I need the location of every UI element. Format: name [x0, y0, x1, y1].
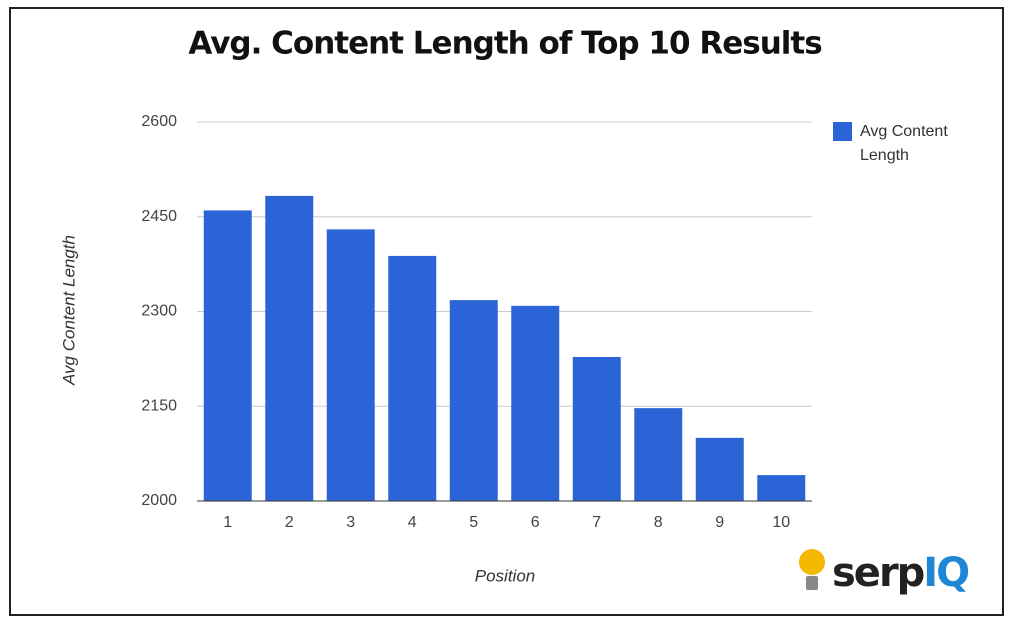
logo: serpIQ — [799, 549, 970, 596]
x-tick-label: 3 — [346, 514, 355, 531]
frame — [9, 7, 1004, 616]
x-tick-label: 4 — [408, 514, 417, 531]
brand-text: serpIQ — [832, 550, 968, 596]
bar — [449, 300, 498, 501]
x-tick-label: 1 — [223, 514, 232, 531]
x-tick-label: 7 — [592, 514, 601, 531]
bar — [757, 475, 806, 501]
x-tick-label: 8 — [654, 514, 663, 531]
x-tick-label: 2 — [285, 514, 294, 531]
bar — [203, 210, 252, 501]
y-axis-title: Avg Content Length — [59, 235, 78, 386]
bar — [388, 255, 437, 501]
legend-swatch — [833, 122, 852, 141]
bulb-base — [806, 576, 818, 590]
bar — [511, 305, 560, 501]
x-axis-title: Position — [475, 566, 535, 585]
x-tick-label: 10 — [772, 514, 790, 531]
brand-part: IQ — [923, 550, 968, 596]
y-tick-label: 2450 — [141, 208, 177, 225]
brand-part: serp — [832, 550, 924, 596]
bar — [634, 408, 683, 501]
x-tick-label: 9 — [715, 514, 724, 531]
bulb — [799, 549, 825, 575]
bar — [695, 437, 744, 501]
chart-title: Avg. Content Length of Top 10 Results — [188, 26, 821, 62]
bar — [326, 229, 375, 501]
y-tick-label: 2150 — [141, 397, 177, 414]
y-tick-label: 2000 — [141, 492, 177, 509]
y-tick-label: 2600 — [141, 113, 177, 130]
x-tick-label: 5 — [469, 514, 478, 531]
legend-label: Avg Content Length — [860, 123, 948, 164]
x-tick-label: 6 — [531, 514, 540, 531]
bar — [265, 195, 314, 501]
y-tick-label: 2300 — [141, 303, 177, 320]
bar — [572, 356, 621, 501]
